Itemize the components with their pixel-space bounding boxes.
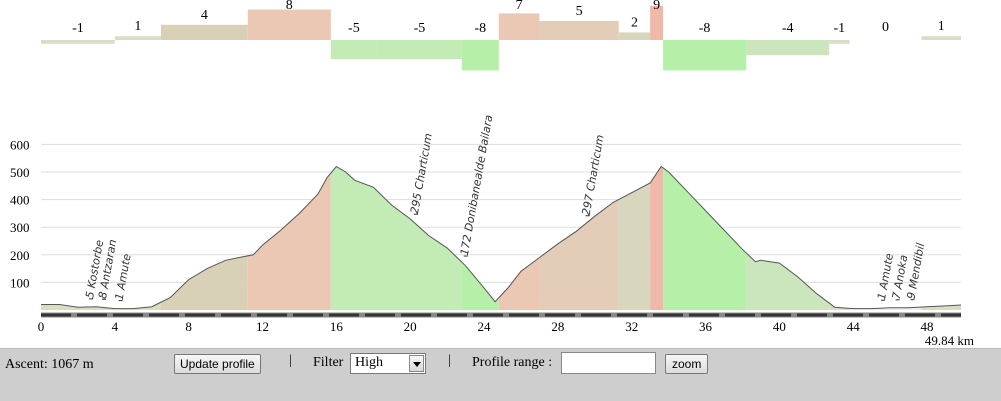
grade-bar bbox=[746, 40, 830, 56]
grade-label: -4 bbox=[782, 21, 794, 36]
grade-bar bbox=[376, 40, 462, 59]
grade-bar bbox=[921, 36, 961, 40]
x-tick-label: 44 bbox=[847, 319, 861, 334]
filter-selected-value: High bbox=[355, 355, 383, 370]
y-tick-label: 100 bbox=[10, 275, 30, 290]
grade-bar bbox=[539, 21, 619, 40]
profile-range-label: Profile range : bbox=[472, 355, 553, 370]
total-distance-label: 49.84 km bbox=[925, 333, 974, 348]
grade-bar bbox=[330, 40, 377, 59]
grade-label: 2 bbox=[631, 15, 638, 30]
grade-label: -1 bbox=[72, 21, 84, 36]
filter-select[interactable]: High bbox=[350, 353, 426, 374]
controls-panel: Ascent: 1067 m Update profile | Filter H… bbox=[0, 348, 1001, 401]
waypoint-label: 9 Mendibil bbox=[905, 242, 928, 300]
grade-segment-fill bbox=[618, 183, 651, 310]
elevation-profile-chart: -1 148-5 -5 -87 529-8 -4 -1 0 1 1002003004005006… bbox=[10, 0, 974, 348]
grade-label: 0 bbox=[882, 20, 889, 35]
grade-bar bbox=[461, 40, 499, 71]
x-tick-label: 20 bbox=[404, 319, 417, 334]
grade-label: 4 bbox=[201, 8, 208, 23]
profile-grade-fill bbox=[41, 166, 961, 310]
grade-bar bbox=[650, 5, 664, 41]
grade-label: -8 bbox=[474, 21, 486, 36]
grade-segment-fill bbox=[330, 166, 377, 310]
grade-bar bbox=[160, 24, 248, 40]
x-tick-label: 16 bbox=[330, 319, 344, 334]
ascent-readout: Ascent: 1067 m bbox=[5, 357, 94, 372]
grade-bar bbox=[114, 36, 161, 40]
x-tick-label: 32 bbox=[625, 319, 638, 334]
x-tick-label: 12 bbox=[256, 319, 269, 334]
chevron-down-icon[interactable] bbox=[409, 355, 424, 372]
grade-bar bbox=[247, 9, 331, 40]
grade-bar bbox=[663, 40, 747, 71]
x-tick-label: 24 bbox=[478, 319, 492, 334]
grade-segment-fill bbox=[650, 166, 664, 310]
grade-label: -5 bbox=[348, 21, 360, 36]
waypoint-label: 297 Charticum bbox=[580, 134, 607, 217]
grade-segment-fill bbox=[247, 173, 331, 310]
zoom-button[interactable]: zoom bbox=[665, 354, 709, 374]
grade-bar bbox=[618, 32, 651, 40]
grade-bar bbox=[829, 40, 850, 44]
grade-label: 1 bbox=[938, 19, 945, 34]
y-tick-label: 600 bbox=[10, 137, 30, 152]
update-profile-button[interactable]: Update profile bbox=[174, 354, 261, 374]
x-tick-label: 28 bbox=[551, 319, 564, 334]
grade-segment-fill bbox=[921, 305, 961, 310]
grade-segment-fill bbox=[376, 190, 462, 310]
grade-segment-fill bbox=[498, 257, 540, 310]
grade-segment-fill bbox=[114, 302, 161, 310]
grade-segment-fill bbox=[663, 167, 747, 310]
grade-label: -5 bbox=[414, 21, 426, 36]
x-tick-label: 0 bbox=[38, 319, 45, 334]
x-tick-label: 4 bbox=[112, 319, 119, 334]
grade-label: 5 bbox=[576, 4, 583, 19]
filter-label: Filter bbox=[313, 355, 344, 370]
y-axis: 100 200 300 400 500 600 bbox=[10, 137, 30, 290]
y-tick-label: 300 bbox=[10, 220, 30, 235]
elevation-line bbox=[41, 165, 962, 310]
grade-label: 7 bbox=[516, 0, 523, 13]
grade-segment-fill bbox=[746, 252, 830, 310]
grade-label: -1 bbox=[834, 21, 846, 36]
x-tick-label: 8 bbox=[185, 319, 192, 334]
grade-label: 8 bbox=[286, 0, 293, 13]
waypoint-label: 172 Donibanealde Bailara bbox=[458, 114, 496, 257]
grade-segment-fill bbox=[829, 303, 850, 310]
grade-label: -8 bbox=[699, 21, 711, 36]
y-tick-label: 200 bbox=[10, 248, 30, 263]
grade-segment-fill bbox=[461, 262, 499, 310]
x-tick-label: 40 bbox=[773, 319, 786, 334]
grade-bars: -1 1 4 8 -5 -5 -8 7 5 2 9 -8 -4 -1 0 1 bbox=[41, 0, 961, 71]
x-axis: 0 4 8 12 16 20 24 28 32 36 40 44 48 bbox=[38, 312, 961, 334]
y-tick-label: 400 bbox=[10, 193, 30, 208]
grade-segment-fill bbox=[160, 255, 248, 310]
separator: | bbox=[448, 353, 451, 368]
grade-label: 9 bbox=[653, 0, 660, 13]
grade-bar bbox=[498, 13, 540, 40]
grade-bar bbox=[41, 40, 115, 44]
x-tick-label: 48 bbox=[921, 319, 934, 334]
separator: | bbox=[289, 353, 292, 368]
grade-label: 1 bbox=[134, 19, 141, 34]
chart-gridlines bbox=[41, 143, 961, 283]
profile-outline bbox=[41, 165, 962, 310]
profile-range-input[interactable] bbox=[561, 352, 656, 374]
x-tick-label: 36 bbox=[699, 319, 713, 334]
y-tick-label: 500 bbox=[10, 165, 30, 180]
grade-segment-fill bbox=[539, 199, 619, 310]
